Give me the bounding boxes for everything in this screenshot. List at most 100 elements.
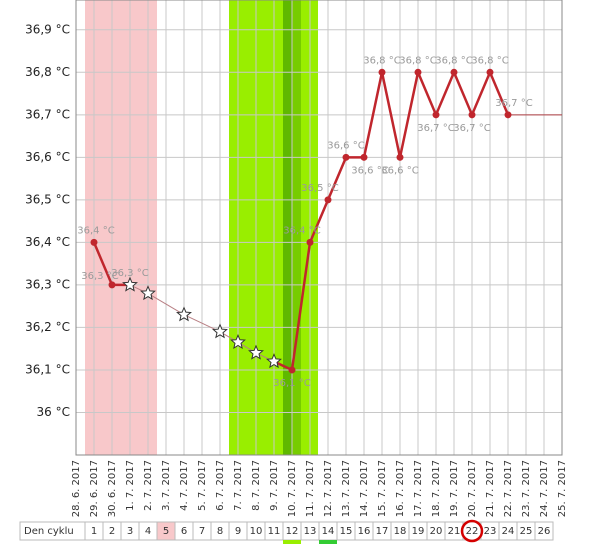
row-marker [283,540,301,544]
day-number: 7 [199,526,205,537]
x-tick-label: 24. 7. 2017 [539,460,550,517]
x-tick-label: 25. 7. 2017 [557,460,568,517]
value-label: 36,4 °C [283,225,320,236]
measurement-dot [432,111,440,119]
temperature-segment [290,242,312,371]
x-tick-label: 10. 7. 2017 [287,460,298,517]
day-number: 21 [448,526,461,537]
x-tick-label: 19. 7. 2017 [449,460,460,517]
interpolated-star [176,306,192,322]
temperature-segment [362,72,384,158]
temperature-segment [434,71,456,116]
day-number: 16 [358,526,371,537]
day-number: 22 [466,526,479,537]
value-label: 36,8 °C [363,55,400,66]
measurement-dot [90,238,98,246]
value-label: 36,5 °C [301,183,338,194]
measurement-dot [468,111,476,119]
measurement-dot [378,68,386,76]
day-number: 19 [412,526,425,537]
x-tick-label: 14. 7. 2017 [359,460,370,517]
x-tick-label: 1. 7. 2017 [125,460,136,511]
temperature-segment [470,71,492,116]
day-number: 1 [91,526,97,537]
temperature-segment [380,72,402,158]
x-tick-label: 13. 7. 2017 [341,460,352,517]
temperature-segment [398,72,420,158]
measurement-dot [324,196,332,204]
y-tick-label: 36,4 °C [25,235,70,249]
x-tick-label: 12. 7. 2017 [323,460,334,517]
y-tick-label: 36,7 °C [25,107,70,121]
value-label: 36,7 °C [495,98,532,109]
interpolated-star [212,323,228,339]
x-tick-label: 21. 7. 2017 [485,460,496,517]
x-tick-label: 9. 7. 2017 [269,460,280,511]
value-label: 36,6 °C [351,165,388,176]
day-number: 9 [235,526,241,537]
day-number: 5 [163,526,169,537]
y-tick-label: 36,2 °C [25,320,70,334]
temperature-segment [92,241,114,286]
x-tick-label: 18. 7. 2017 [431,460,442,517]
x-tick-label: 15. 7. 2017 [377,460,388,517]
value-label: 36,8 °C [435,55,472,66]
y-tick-label: 36,6 °C [25,150,70,164]
day-number: 10 [250,526,263,537]
measurement-dot [360,153,368,161]
day-cell [534,521,554,541]
interpolated-star [248,344,264,360]
plot-frame [75,0,563,456]
row-label: Den cyklu [24,526,74,537]
x-tick-label: 2. 7. 2017 [143,460,154,511]
measurement-dot [486,68,494,76]
x-tick-label: 29. 6. 2017 [89,460,100,517]
x-tick-label: 23. 7. 2017 [521,460,532,517]
measurement-dot [504,111,512,119]
temperature-segment [308,199,330,243]
day-number: 14 [322,526,335,537]
x-tick-label: 5. 7. 2017 [197,460,208,511]
temperature-segment [147,292,185,316]
day-number: 8 [217,526,223,537]
measurement-dot [450,68,458,76]
x-tick-label: 4. 7. 2017 [179,460,190,511]
row-marker [319,540,337,544]
temperature-segment [326,156,348,201]
ovulation-band [292,0,301,455]
value-label: 36,7 °C [453,123,490,134]
value-label: 36,8 °C [399,55,436,66]
y-tick-label: 36,5 °C [25,192,70,206]
measurement-dot [396,153,404,161]
temperature-segment [452,71,474,116]
temperature-segment [488,71,510,116]
day-number: 17 [376,526,389,537]
value-label: 36,3 °C [81,271,118,282]
interpolated-star [230,334,246,350]
x-tick-label: 20. 7. 2017 [467,460,478,517]
x-tick-label: 17. 7. 2017 [413,460,424,517]
interpolated-star [140,285,156,301]
day-number: 15 [340,526,353,537]
x-tick-label: 6. 7. 2017 [215,460,226,511]
y-tick-label: 36 °C [37,405,70,419]
x-tick-label: 16. 7. 2017 [395,460,406,517]
x-tick-label: 3. 7. 2017 [161,460,172,511]
x-tick-label: 7. 7. 2017 [233,460,244,511]
x-tick-label: 22. 7. 2017 [503,460,514,517]
value-label: 36,7 °C [417,123,454,134]
day-number: 6 [181,526,187,537]
day-number: 26 [538,526,551,537]
y-tick-label: 36,3 °C [25,277,70,291]
y-tick-label: 36,1 °C [25,362,70,376]
temperature-segment [416,71,438,116]
period-band [85,0,157,455]
value-label: 36,6 °C [381,165,418,176]
day-number: 25 [520,526,533,537]
measurement-dot [414,68,422,76]
day-number: 4 [145,526,151,537]
measurement-dot [288,366,296,374]
measurement-dot [342,153,350,161]
interpolated-star [266,353,282,369]
